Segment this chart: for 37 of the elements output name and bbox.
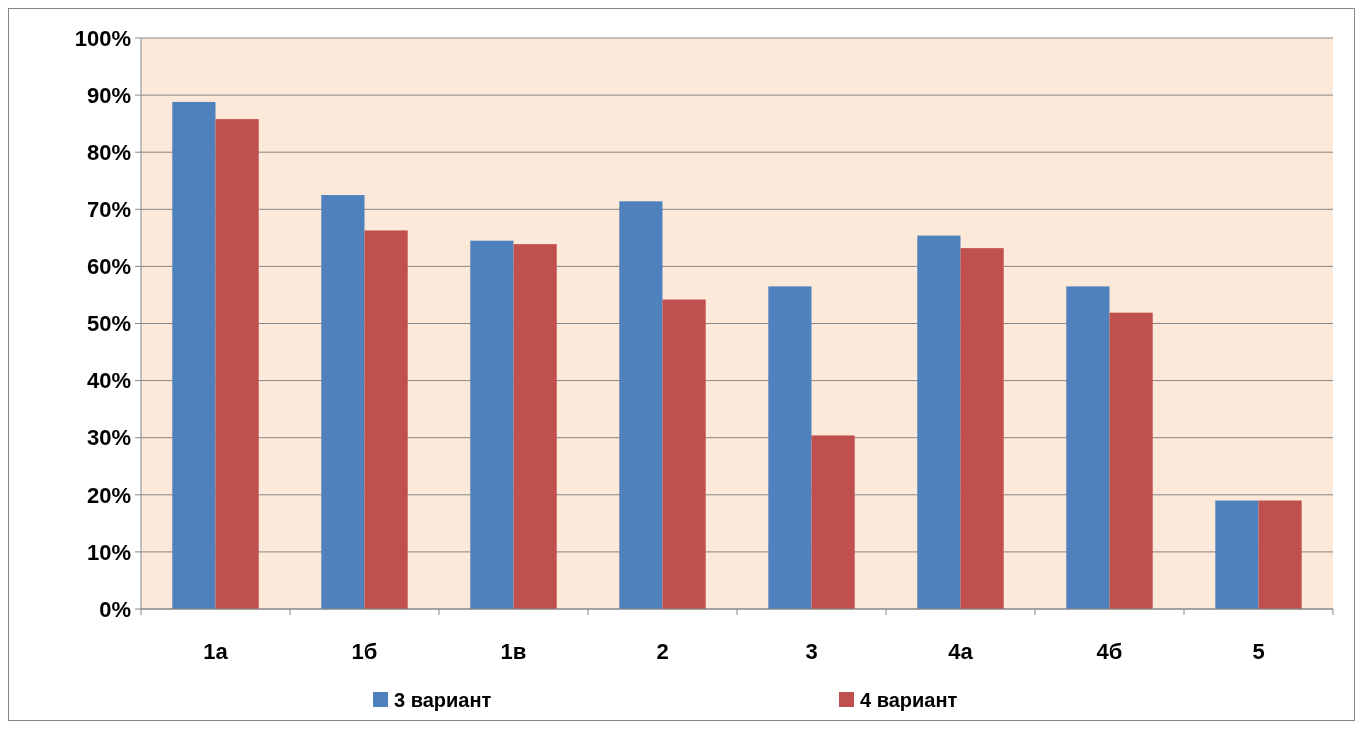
y-tick-label: 70%: [86, 197, 131, 222]
legend-label: 4 вариант: [860, 689, 958, 711]
y-tick-label: 40%: [86, 368, 131, 394]
legend-label: 3 вариант: [394, 689, 492, 711]
y-tick-label: 20%: [86, 482, 131, 508]
y-tick-label: 100%: [74, 25, 131, 51]
x-tick-label: 3: [805, 639, 818, 664]
bar: [1066, 286, 1110, 609]
x-tick-label: 5: [1252, 639, 1265, 664]
x-tick-label: 1б: [351, 639, 378, 664]
bar: [172, 101, 216, 609]
y-tick-label: 80%: [86, 139, 131, 165]
bar: [1215, 500, 1259, 609]
bar: [811, 435, 855, 609]
y-tick-label: 10%: [86, 539, 131, 565]
y-tick-label: 60%: [86, 254, 131, 280]
y-tick-label: 0%: [99, 596, 131, 622]
bar: [321, 195, 365, 609]
bar: [215, 119, 259, 609]
x-tick-label: 1а: [203, 639, 229, 664]
x-tick-label: 2: [656, 639, 669, 664]
y-tick-label: 90%: [86, 82, 131, 108]
bar: [513, 244, 557, 609]
bar: [619, 201, 663, 609]
bar: [960, 248, 1004, 609]
bar: [470, 240, 514, 609]
bar: [662, 299, 706, 609]
bar: [1109, 312, 1153, 609]
x-tick-label: 1в: [500, 639, 527, 664]
y-tick-label: 50%: [86, 311, 131, 337]
bar: [917, 235, 961, 609]
y-tick-label: 30%: [86, 425, 131, 451]
bar: [364, 230, 408, 609]
bar: [1258, 500, 1302, 609]
x-tick-label: 4а: [948, 639, 974, 664]
bar: [768, 286, 812, 609]
x-tick-label: 4б: [1096, 639, 1123, 664]
